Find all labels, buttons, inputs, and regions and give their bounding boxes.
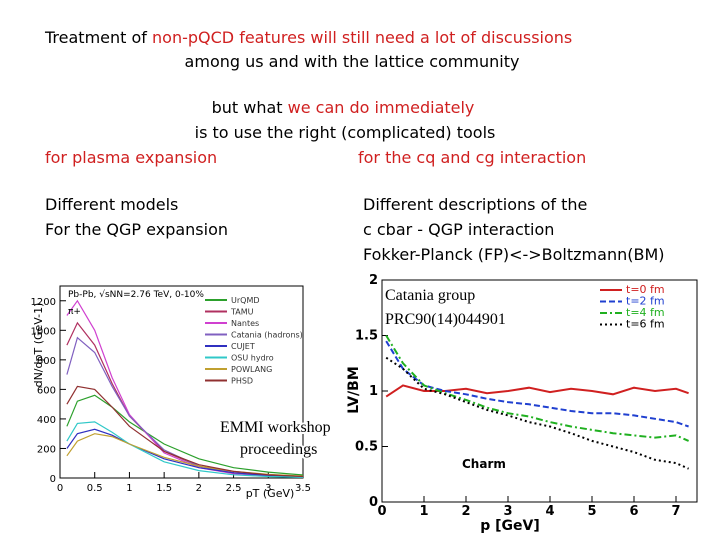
y-tick-label: 600 <box>37 385 56 396</box>
text-segment: non-pQCD features will still need a lot … <box>152 28 572 47</box>
legend-label: POWLANG <box>231 365 272 374</box>
x-tick-label: 4 <box>545 504 554 519</box>
description: Different models <box>45 195 178 214</box>
y-tick-label: 200 <box>37 444 56 455</box>
plot-label: Charm <box>462 457 506 471</box>
x-tick-label: 2.5 <box>226 483 242 494</box>
y-tick-label: 0 <box>50 474 56 485</box>
text-line: among us and with the lattice community <box>185 52 520 71</box>
legend-label: t=4 fm <box>626 306 665 319</box>
legend-label: Catania (hadrons) <box>231 331 303 340</box>
y-tick-label: 1 <box>369 384 378 399</box>
text-line: is to use the right (complicated) tools <box>195 123 496 142</box>
y-tick-label: 800 <box>37 356 56 367</box>
series-line <box>385 340 689 428</box>
column-heading: for plasma expansion <box>45 148 217 167</box>
legend-label: t=6 fm <box>626 318 665 331</box>
plot-subtitle: π+ <box>68 307 81 317</box>
description: c cbar - QGP interaction <box>363 220 554 239</box>
x-tick-label: 0 <box>377 504 386 519</box>
annotation: EMMI workshop <box>220 419 331 436</box>
annotation: Catania group <box>385 287 475 304</box>
text-segment: but what <box>212 98 288 117</box>
plot-title: Pb-Pb, √sNN=2.76 TeV, 0-10% <box>68 289 204 300</box>
x-tick-label: 6 <box>629 504 638 519</box>
x-tick-label: 2 <box>461 504 470 519</box>
x-tick-label: 5 <box>587 504 596 519</box>
y-tick-label: 400 <box>37 415 56 426</box>
column-heading: for the cq and cg interaction <box>358 148 586 167</box>
series-line <box>385 356 690 470</box>
text-line: but what we can do immediately <box>212 98 475 117</box>
x-tick-label: 3.5 <box>295 483 311 494</box>
legend-label: t=2 fm <box>626 295 665 308</box>
legend-label: OSU hydro <box>231 354 274 363</box>
series-line <box>66 428 304 478</box>
x-tick-label: 1 <box>126 483 132 494</box>
x-tick-label: 2 <box>196 483 202 494</box>
y-tick-label: 1000 <box>31 326 56 337</box>
text-segment: among us and with the lattice community <box>185 52 520 71</box>
series-line <box>385 384 689 398</box>
y-axis-label: LV/BM <box>346 366 362 414</box>
annotation: proceedings <box>240 441 317 458</box>
series-line <box>66 421 304 478</box>
x-axis-label: p [GeV] <box>480 518 540 534</box>
text-segment: we can do immediately <box>288 98 475 117</box>
x-axis-label: pT (GeV) <box>246 487 295 500</box>
series-line <box>66 385 304 478</box>
series-line <box>385 334 690 442</box>
legend-label: TAMU <box>230 308 254 317</box>
description: Fokker-Planck (FP)<->Boltzmann(BM) <box>363 245 664 264</box>
x-tick-label: 1 <box>419 504 428 519</box>
legend-label: t=0 fm <box>626 283 665 296</box>
description: Different descriptions of the <box>363 195 587 214</box>
y-tick-label: 0.5 <box>355 440 378 455</box>
x-tick-label: 7 <box>671 504 680 519</box>
x-tick-label: 0.5 <box>87 483 103 494</box>
legend-label: UrQMD <box>231 296 260 305</box>
y-axis-label: dN/dpT (GeV-1) <box>32 303 45 388</box>
annotation: PRC90(14)044901 <box>385 311 506 328</box>
legend-label: CUJET <box>231 342 255 351</box>
x-tick-label: 1.5 <box>156 483 172 494</box>
x-tick-label: 3 <box>265 483 271 494</box>
x-tick-label: 0 <box>57 483 63 494</box>
y-tick-label: 1.5 <box>355 329 378 344</box>
y-tick-label: 2 <box>369 273 378 288</box>
description: For the QGP expansion <box>45 220 228 239</box>
plot-frame <box>59 285 304 479</box>
y-tick-label: 1200 <box>31 297 56 308</box>
text-line: Treatment of non-pQCD features will stil… <box>44 28 572 47</box>
x-tick-label: 3 <box>503 504 512 519</box>
legend-label: Nantes <box>231 319 259 328</box>
legend-label: PHSD <box>231 377 253 386</box>
text-segment: is to use the right (complicated) tools <box>195 123 496 142</box>
text-segment: Treatment of <box>44 28 152 47</box>
y-tick-label: 0 <box>369 495 378 510</box>
